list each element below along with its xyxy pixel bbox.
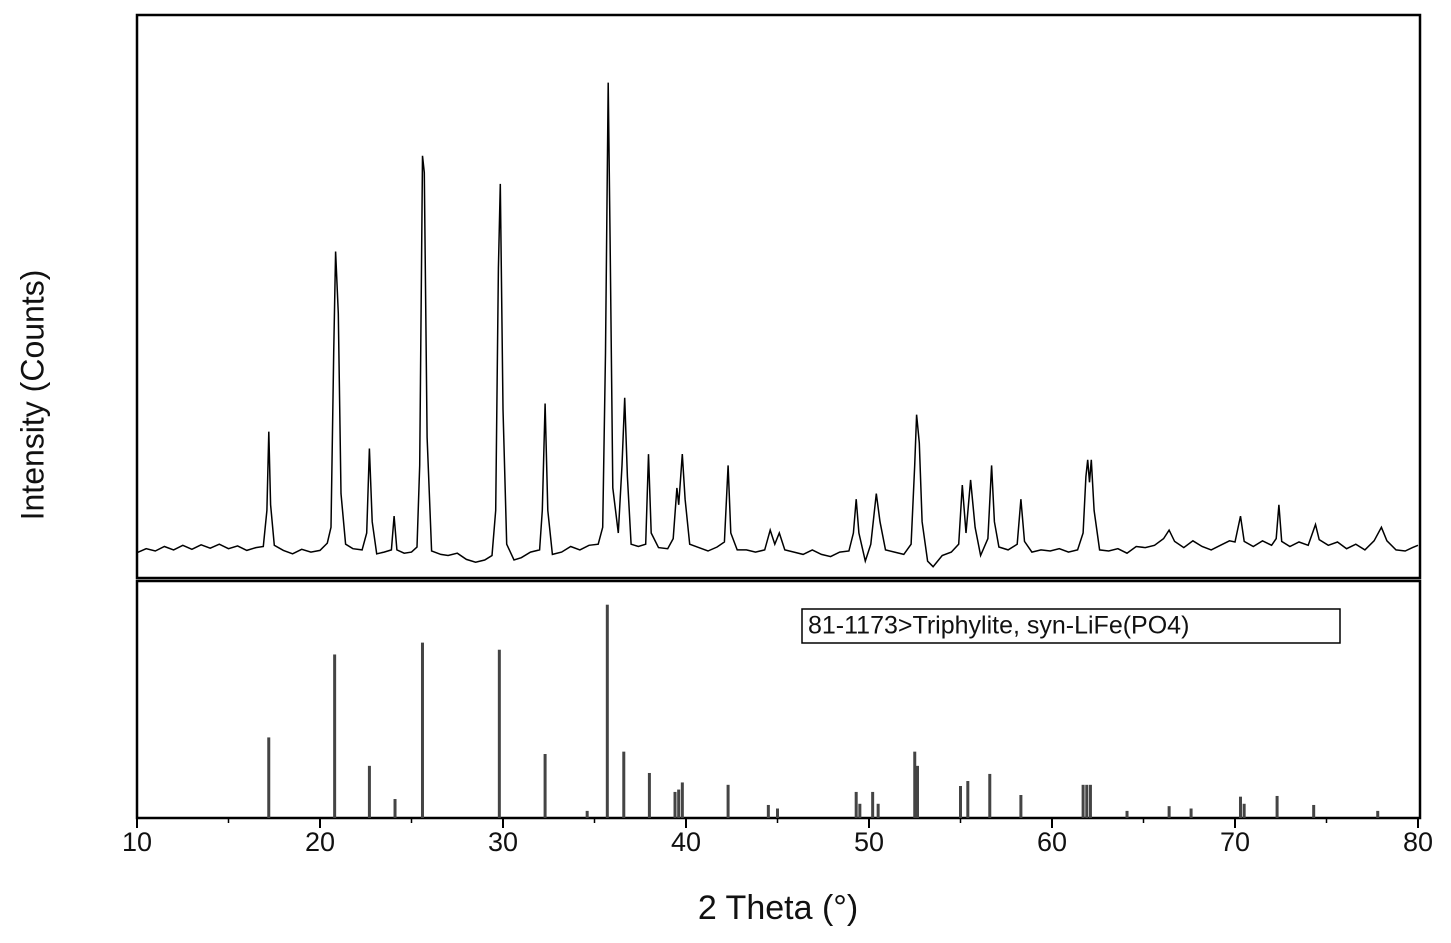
- reference-peak: [854, 791, 858, 818]
- reference-peak: [959, 786, 962, 818]
- reference-peak: [1312, 804, 1316, 818]
- reference-peak: [1167, 806, 1171, 818]
- reference-peak: [267, 737, 271, 818]
- reference-peak: [673, 791, 677, 818]
- x-tick-label: 40: [671, 827, 701, 857]
- reference-peak: [605, 604, 609, 818]
- annotation-box: [801, 608, 1341, 644]
- reference-peak: [647, 772, 651, 818]
- reference-peak: [1275, 795, 1279, 818]
- reference-peak: [1088, 784, 1092, 818]
- reference-peak: [333, 654, 337, 818]
- y-axis-label: Intensity (Counts): [14, 270, 50, 521]
- reference-peak: [677, 789, 681, 818]
- reference-peak: [858, 803, 862, 818]
- reference-peak: [543, 754, 547, 818]
- reference-peak: [622, 751, 626, 818]
- reference-peak: [680, 782, 684, 818]
- x-tick-label: 10: [122, 827, 152, 857]
- reference-peak: [1376, 810, 1380, 818]
- reference-peak: [915, 765, 919, 818]
- reference-peak: [766, 804, 770, 818]
- x-tick-label: 70: [1220, 827, 1250, 857]
- reference-peak: [913, 751, 917, 818]
- reference-peak: [1085, 784, 1089, 818]
- reference-peak: [1189, 808, 1193, 818]
- x-tick-label: 30: [488, 827, 518, 857]
- top-frame: [135, 13, 1422, 580]
- reference-peak: [876, 803, 880, 818]
- reference-peak: [1238, 796, 1242, 818]
- reference-peak: [497, 649, 501, 818]
- reference-peak: [1125, 810, 1129, 818]
- x-tick-label: 20: [305, 827, 335, 857]
- reference-peak: [871, 791, 875, 818]
- reference-peak: [776, 808, 779, 818]
- reference-peak: [1081, 784, 1085, 818]
- x-tick-label: 60: [1037, 827, 1067, 857]
- reference-peak: [726, 784, 730, 818]
- reference-peak: [1242, 803, 1246, 818]
- reference-peak: [393, 799, 397, 818]
- reference-peak: [585, 810, 589, 818]
- xrd-pattern: [136, 82, 1419, 568]
- x-tick-label: 50: [854, 827, 884, 857]
- annotation: 81-1173>Triphylite, syn-LiFe(PO4): [808, 612, 1189, 640]
- reference-peak: [420, 642, 424, 818]
- reference-peak: [988, 773, 992, 818]
- reference-peak: [1019, 795, 1023, 818]
- reference-peak: [367, 765, 371, 818]
- x-axis-label: 2 Theta (°): [698, 889, 858, 927]
- x-tick-label: 80: [1403, 827, 1433, 857]
- reference-peak: [966, 781, 970, 818]
